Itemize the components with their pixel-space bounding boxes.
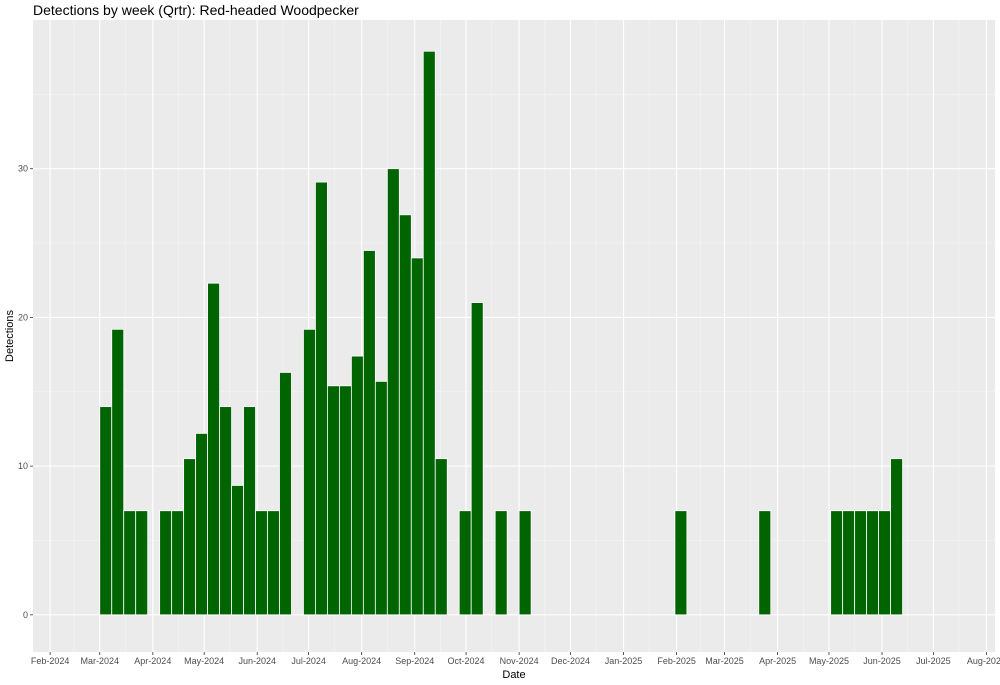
- bar: [866, 510, 880, 616]
- bar: [758, 510, 772, 616]
- bar: [243, 406, 256, 616]
- bar: [327, 385, 340, 616]
- bars: [99, 50, 903, 616]
- chart-title: Detections by week (Qrtr): Red-headed Wo…: [33, 2, 359, 18]
- bar: [854, 510, 868, 616]
- bar: [99, 406, 113, 616]
- x-tick-label: Jul-2025: [916, 656, 951, 666]
- bar: [123, 510, 137, 616]
- bar: [842, 510, 856, 616]
- bar: [255, 510, 268, 616]
- x-tick-label: Aug-2024: [342, 656, 381, 666]
- bar: [111, 328, 125, 616]
- x-tick-label: Jul-2024: [291, 656, 326, 666]
- y-tick-label: 10: [18, 461, 28, 471]
- x-axis-title: Date: [502, 669, 525, 681]
- bar: [231, 485, 244, 616]
- y-tick-label: 20: [18, 312, 28, 322]
- x-tick-label: Jan-2025: [605, 656, 643, 666]
- x-tick-label: Nov-2024: [500, 656, 539, 666]
- x-tick-label: Apr-2025: [759, 656, 796, 666]
- bar: [350, 355, 364, 616]
- bar: [398, 214, 412, 616]
- bar: [207, 282, 220, 616]
- x-tick-label: Mar-2025: [705, 656, 744, 666]
- x-tick-label: Apr-2024: [134, 656, 171, 666]
- bar: [267, 510, 280, 616]
- bar: [422, 50, 436, 616]
- y-tick-label: 30: [18, 164, 28, 174]
- x-tick-label: Feb-2025: [657, 656, 696, 666]
- bar: [219, 406, 232, 616]
- bar: [434, 458, 448, 616]
- x-tick-label: Mar-2024: [80, 656, 119, 666]
- x-tick-label: Sep-2024: [395, 656, 434, 666]
- bar: [159, 510, 173, 616]
- bar: [410, 257, 424, 616]
- bar: [494, 510, 508, 616]
- y-axis-title: Detections: [4, 310, 16, 362]
- bar: [362, 250, 376, 616]
- bar: [171, 510, 185, 616]
- bar: [315, 181, 328, 616]
- bar: [890, 458, 903, 616]
- x-tick-label: Jun-2025: [863, 656, 901, 666]
- x-tick-label: Jun-2024: [238, 656, 276, 666]
- bar: [470, 302, 484, 616]
- x-tick-label: Feb-2024: [31, 656, 70, 666]
- x-tick-label: Oct-2024: [448, 656, 485, 666]
- x-tick-label: Dec-2024: [551, 656, 590, 666]
- y-tick-label: 0: [23, 610, 28, 620]
- bar: [386, 168, 400, 616]
- bar: [183, 458, 197, 616]
- bar: [518, 510, 532, 616]
- bar: [303, 328, 316, 616]
- bar: [674, 510, 688, 616]
- bar: [830, 510, 844, 616]
- bar: [374, 380, 388, 616]
- bar: [458, 510, 472, 616]
- bar: [135, 510, 149, 616]
- bar: [195, 433, 208, 616]
- bar: [339, 385, 352, 616]
- x-tick-label: May-2025: [809, 656, 849, 666]
- bar: [279, 372, 292, 616]
- bar: [878, 510, 891, 616]
- x-tick-label: May-2024: [184, 656, 224, 666]
- x-tick-label: Aug-2025: [967, 656, 1000, 666]
- axes: 0 10 20 30 Feb-2024 Mar-2024 Apr-2024 May-2024 J…: [18, 164, 1000, 666]
